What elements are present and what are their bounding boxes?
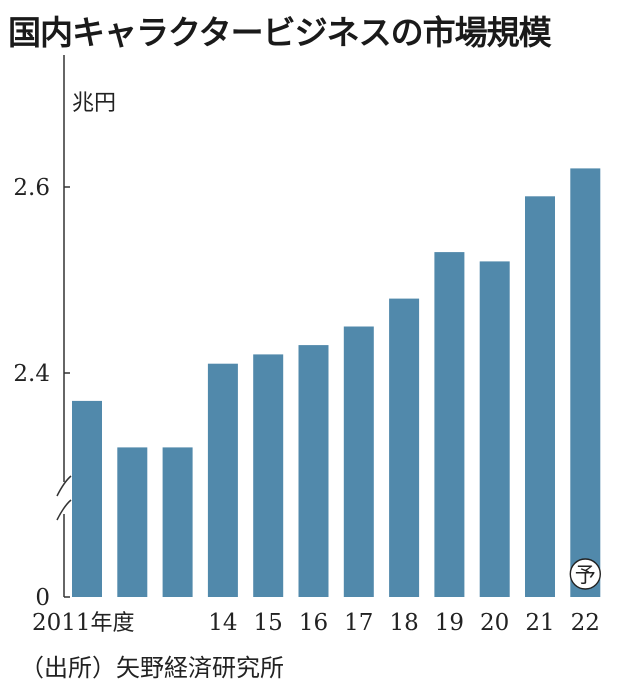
category-label-suffix: 年度 (91, 611, 135, 636)
chart-title: 国内キャラクタービジネスの市場規模 (8, 13, 552, 52)
bar-3 (162, 447, 193, 597)
y-axis-unit: 兆円 (72, 91, 117, 116)
bar-6 (298, 345, 329, 597)
category-label: 21 (525, 610, 554, 636)
bar-8 (389, 298, 420, 597)
bars-group: 予 (72, 168, 601, 598)
category-label: 18 (389, 610, 418, 636)
category-label: 19 (435, 610, 464, 636)
category-label: 15 (254, 610, 283, 636)
bar-11 (525, 196, 555, 598)
category-label: 17 (344, 610, 373, 636)
axis-break-mark-bottom (56, 499, 72, 521)
bar-10 (479, 261, 510, 597)
bar-5 (253, 354, 284, 597)
bar-2 (117, 447, 148, 597)
source-note: （出所）矢野経済研究所 (20, 654, 284, 682)
category-label: 14 (208, 610, 237, 636)
y-tick-label: 2.4 (13, 361, 50, 387)
y-tick-label: 0 (35, 585, 50, 611)
category-label: 22 (571, 610, 600, 636)
category-label: 16 (299, 610, 328, 636)
bar-12 (570, 168, 601, 597)
y-tick-label: 2.6 (13, 175, 50, 201)
axis-break-mark-top (56, 475, 72, 497)
bar-4 (207, 363, 238, 597)
bar-7 (343, 326, 374, 597)
category-label: 20 (480, 610, 509, 636)
forecast-marker-label: 予 (575, 563, 596, 587)
category-label: 2011年度 (32, 610, 135, 636)
bar-9 (434, 252, 465, 597)
y-axis: 0 2.4 2.6 (13, 55, 72, 611)
category-label-year: 2011 (32, 610, 91, 636)
bar-1 (72, 400, 102, 597)
forecast-marker-circle (569, 558, 601, 590)
category-labels: 2011年度 14 15 16 17 18 19 20 21 22 (32, 610, 600, 636)
